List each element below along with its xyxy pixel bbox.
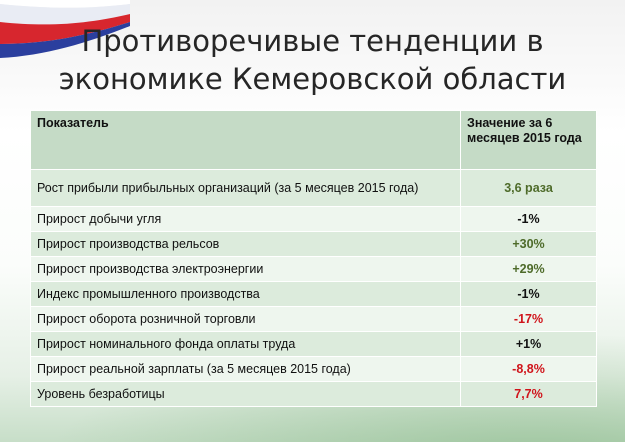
row-label: Рост прибыли прибыльных организаций (за … (30, 169, 461, 207)
table-row: Прирост номинального фонда оплаты труда … (30, 331, 597, 357)
table-header-row: Показатель Значение за 6 месяцев 2015 го… (30, 110, 597, 170)
row-label: Прирост производства электроэнергии (30, 256, 461, 282)
table-row: Прирост добычи угля -1% (30, 206, 597, 232)
value-column-header: Значение за 6 месяцев 2015 года (460, 110, 597, 170)
row-value: -8,8% (460, 356, 597, 382)
row-label: Прирост реальной зарплаты (за 5 месяцев … (30, 356, 461, 382)
table-row: Уровень безработицы 7,7% (30, 381, 597, 407)
row-label: Прирост производства рельсов (30, 231, 461, 257)
row-value: 3,6 раза (460, 169, 597, 207)
row-value: 7,7% (460, 381, 597, 407)
table-row: Прирост оборота розничной торговли -17% (30, 306, 597, 332)
row-label: Уровень безработицы (30, 381, 461, 407)
title-line-2: экономике Кемеровской области (58, 62, 567, 96)
row-value: +30% (460, 231, 597, 257)
table-body: Рост прибыли прибыльных организаций (за … (30, 169, 597, 407)
indicator-column-header: Показатель (30, 110, 461, 170)
row-value: -1% (460, 206, 597, 232)
table-row: Прирост производства рельсов +30% (30, 231, 597, 257)
russian-flag-decoration (0, 0, 130, 58)
table-row: Прирост производства электроэнергии +29% (30, 256, 597, 282)
page-title: Противоречивые тенденции в экономике Кем… (0, 22, 625, 98)
row-value: +29% (460, 256, 597, 282)
row-label: Прирост добычи угля (30, 206, 461, 232)
table-row: Индекс промышленного производства -1% (30, 281, 597, 307)
row-value: +1% (460, 331, 597, 357)
title-line-1: Противоречивые тенденции в (81, 24, 544, 58)
table-row: Прирост реальной зарплаты (за 5 месяцев … (30, 356, 597, 382)
row-value: -1% (460, 281, 597, 307)
row-label: Индекс промышленного производства (30, 281, 461, 307)
row-label: Прирост оборота розничной торговли (30, 306, 461, 332)
table-row: Рост прибыли прибыльных организаций (за … (30, 169, 597, 207)
row-label: Прирост номинального фонда оплаты труда (30, 331, 461, 357)
row-value: -17% (460, 306, 597, 332)
indicators-table: Показатель Значение за 6 месяцев 2015 го… (30, 110, 597, 407)
